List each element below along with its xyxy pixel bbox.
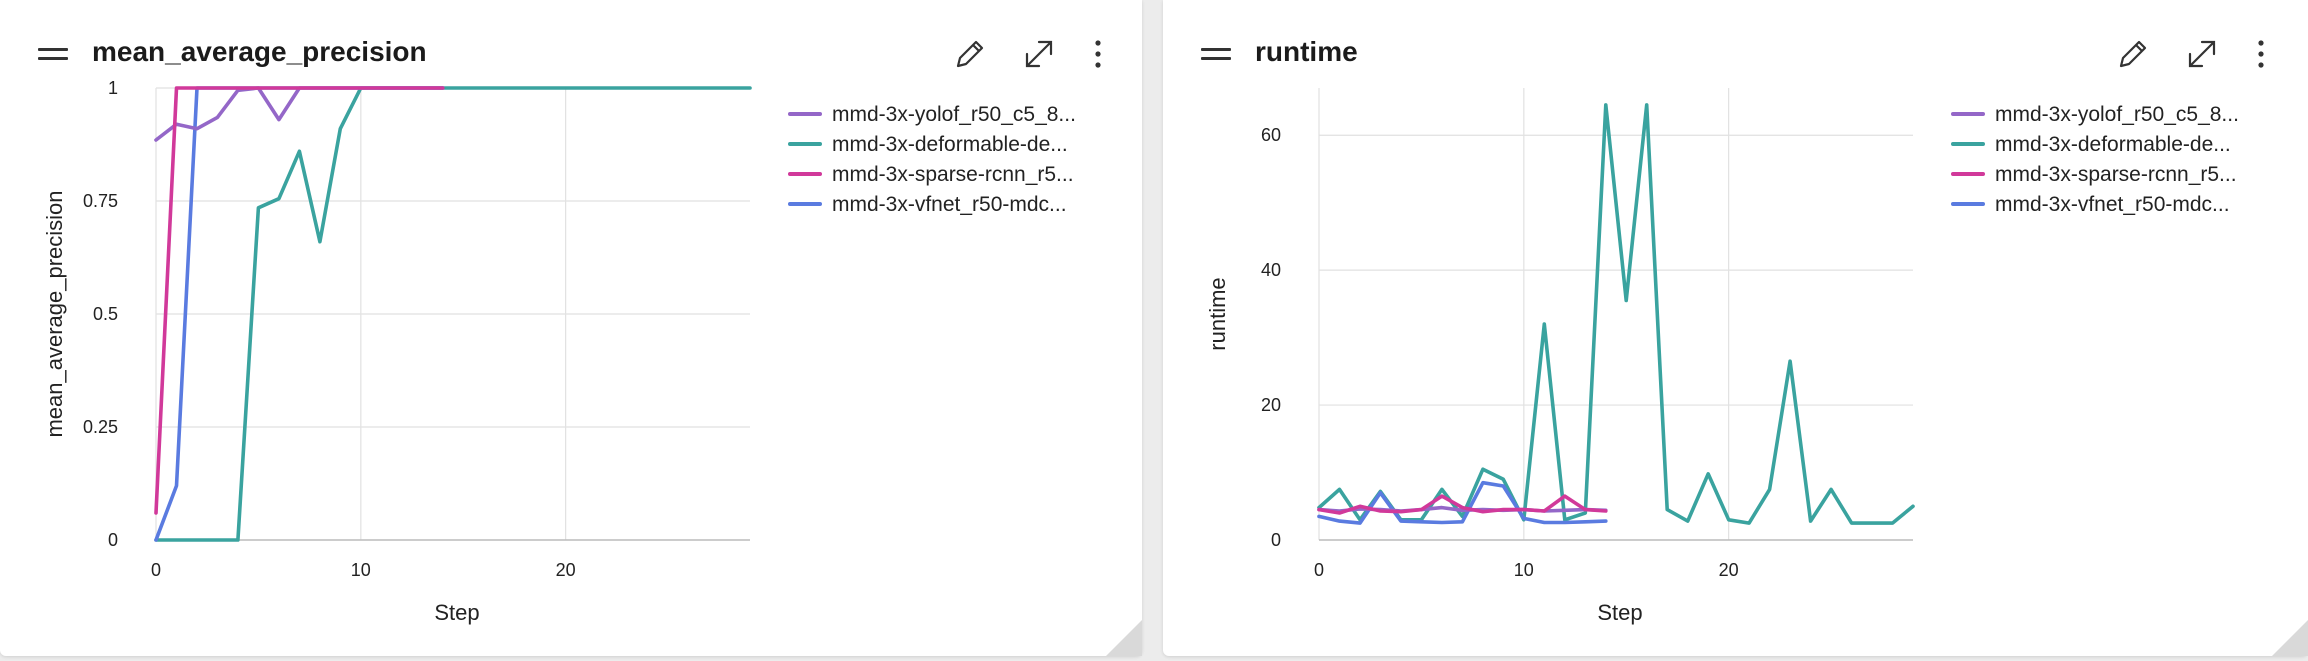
legend-label: mmd-3x-sparse-rcnn_r5... xyxy=(832,163,1074,186)
resize-handle-icon[interactable] xyxy=(2266,614,2308,656)
y-tick-label: 20 xyxy=(1261,395,1281,415)
y-tick-label: 60 xyxy=(1261,125,1281,145)
x-tick-label: 20 xyxy=(1719,560,1739,580)
legend: mmd-3x-yolof_r50_c5_8... mmd-3x-deformabl… xyxy=(1951,103,2239,216)
more-vertical-icon[interactable] xyxy=(1078,34,1118,74)
y-tick-label: 0.5 xyxy=(93,304,118,324)
legend-label: mmd-3x-vfnet_r50-mdc... xyxy=(832,193,1067,216)
drag-handle-icon[interactable] xyxy=(1201,48,1231,60)
x-tick-label: 0 xyxy=(151,560,161,580)
y-tick-label: 40 xyxy=(1261,260,1281,280)
line-chart-runtime: 0 20 40 60 0 10 20 Step runtime mmd-3x-yolof_r50_… xyxy=(1205,88,2239,625)
chart-card-mean-average-precision: mean_average_precision 0 0.25 0.5 0.75 1 0 10 2… xyxy=(0,0,1142,656)
y-tick-label: 0.75 xyxy=(83,191,118,211)
x-tick-label: 10 xyxy=(1514,560,1534,580)
pencil-icon[interactable] xyxy=(950,34,990,74)
card-title: mean_average_precision xyxy=(92,36,427,67)
expand-icon[interactable] xyxy=(2182,34,2222,74)
grid xyxy=(155,87,750,541)
legend-label: mmd-3x-vfnet_r50-mdc... xyxy=(1995,193,2230,216)
grid xyxy=(1318,88,1913,541)
y-tick-label: 0 xyxy=(1271,530,1281,550)
x-tick-label: 20 xyxy=(556,560,576,580)
x-tick-label: 10 xyxy=(351,560,371,580)
series-line xyxy=(1317,103,1915,525)
more-vertical-icon[interactable] xyxy=(2241,34,2281,74)
legend-label: mmd-3x-deformable-de... xyxy=(1995,133,2231,156)
series-line xyxy=(154,86,445,142)
drag-handle-icon[interactable] xyxy=(38,48,68,60)
legend-label: mmd-3x-yolof_r50_c5_8... xyxy=(832,103,1076,126)
legend: mmd-3x-yolof_r50_c5_8... mmd-3x-deformabl… xyxy=(788,103,1076,216)
series-line xyxy=(1317,494,1608,515)
y-tick-label: 1 xyxy=(108,78,118,98)
resize-handle-icon[interactable] xyxy=(1100,614,1142,656)
legend-label: mmd-3x-deformable-de... xyxy=(832,133,1068,156)
series-line xyxy=(154,86,752,542)
y-axis-label: runtime xyxy=(1205,277,1230,350)
series-line xyxy=(154,86,445,515)
x-axis-label: Step xyxy=(434,600,479,625)
card-header: mean_average_precision xyxy=(0,26,1142,84)
chart-card-runtime: runtime 0 20 40 60 0 10 20 Step runtime mmd-3x-yo… xyxy=(1163,0,2308,656)
series-line xyxy=(1317,480,1608,525)
y-axis-label: mean_average_precision xyxy=(42,190,67,437)
expand-icon[interactable] xyxy=(1019,34,1059,74)
card-title: runtime xyxy=(1255,36,1358,67)
y-tick-label: 0 xyxy=(108,530,118,550)
card-header: runtime xyxy=(1163,26,2308,84)
legend-label: mmd-3x-yolof_r50_c5_8... xyxy=(1995,103,2239,126)
x-tick-label: 0 xyxy=(1314,560,1324,580)
legend-label: mmd-3x-sparse-rcnn_r5... xyxy=(1995,163,2237,186)
x-axis-label: Step xyxy=(1597,600,1642,625)
pencil-icon[interactable] xyxy=(2113,34,2153,74)
y-tick-label: 0.25 xyxy=(83,417,118,437)
